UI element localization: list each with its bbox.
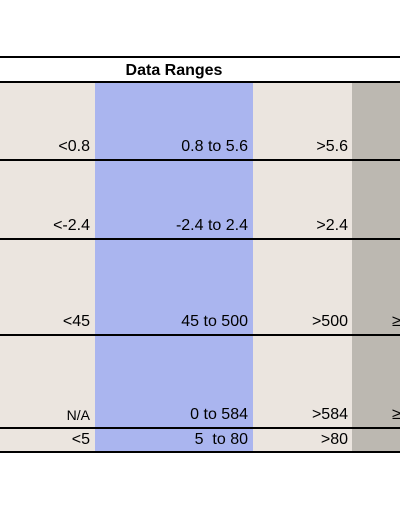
cell-high-value: >80 xyxy=(320,431,348,448)
cell-high[interactable]: >2.4 xyxy=(253,161,352,238)
cell-extra[interactable] xyxy=(352,83,400,159)
cell-extra[interactable]: ≥ xyxy=(352,240,400,334)
cell-mid[interactable]: -2.4 to 2.4 xyxy=(95,161,253,238)
cell-high-value: >2.4 xyxy=(316,217,348,234)
cell-low[interactable]: N/A xyxy=(0,336,95,427)
table-row: <-2.4 -2.4 to 2.4 >2.4 xyxy=(0,161,400,238)
cell-mid-value: 0 to 584 xyxy=(190,406,248,423)
cell-high[interactable]: >5.6 xyxy=(253,83,352,159)
cell-mid-value: 45 to 500 xyxy=(181,313,248,330)
cell-mid-value: 0.8 to 5.6 xyxy=(181,138,248,155)
cell-high[interactable]: >80 xyxy=(253,429,352,451)
table-title: Data Ranges xyxy=(125,62,223,79)
cell-mid-value: 5 to 80 xyxy=(194,431,248,448)
cell-high[interactable]: >584 xyxy=(253,336,352,427)
table-row: <5 5 to 80 >80 xyxy=(0,429,400,451)
cell-low-value: <5 xyxy=(71,431,90,448)
cell-low[interactable]: <45 xyxy=(0,240,95,334)
row-divider xyxy=(0,238,400,240)
cell-mid-value: -2.4 to 2.4 xyxy=(175,217,248,234)
table-title-row: Data Ranges xyxy=(0,56,400,83)
table-row: N/A 0 to 584 >584 ≥ xyxy=(0,336,400,427)
cell-low[interactable]: <0.8 xyxy=(0,83,95,159)
table-row: <0.8 0.8 to 5.6 >5.6 xyxy=(0,83,400,159)
row-divider xyxy=(0,427,400,429)
data-ranges-table: Data Ranges <0.8 0.8 to 5.6 >5.6 <-2.4 -… xyxy=(0,56,400,453)
cell-high[interactable]: >500 xyxy=(253,240,352,334)
cell-low-value: N/A xyxy=(66,407,90,423)
cell-mid[interactable]: 0 to 584 xyxy=(95,336,253,427)
cell-extra[interactable]: ≥ xyxy=(352,336,400,427)
cell-low-value: <-2.4 xyxy=(53,217,90,234)
cell-high-value: >500 xyxy=(311,313,348,330)
cell-high-value: >5.6 xyxy=(316,138,348,155)
cell-low-value: <45 xyxy=(62,313,90,330)
cell-low-value: <0.8 xyxy=(58,138,90,155)
cell-extra[interactable] xyxy=(352,161,400,238)
cell-high-value: >584 xyxy=(311,406,348,423)
cell-extra-value: ≥ xyxy=(392,406,400,423)
cell-low[interactable]: <-2.4 xyxy=(0,161,95,238)
table-bottom-border xyxy=(0,451,400,453)
row-divider xyxy=(0,334,400,336)
table-row: <45 45 to 500 >500 ≥ xyxy=(0,240,400,334)
cell-mid[interactable]: 5 to 80 xyxy=(95,429,253,451)
cell-low[interactable]: <5 xyxy=(0,429,95,451)
cell-mid[interactable]: 0.8 to 5.6 xyxy=(95,83,253,159)
row-divider xyxy=(0,159,400,161)
cell-extra[interactable] xyxy=(352,429,400,451)
cell-mid[interactable]: 45 to 500 xyxy=(95,240,253,334)
cell-extra-value: ≥ xyxy=(392,313,400,330)
